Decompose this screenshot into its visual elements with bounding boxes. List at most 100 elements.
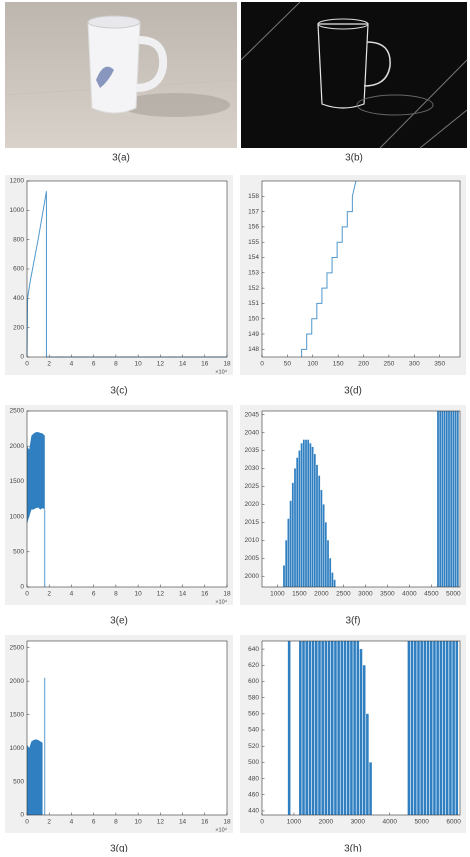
y-tick-label: 800 xyxy=(13,236,24,243)
plot-area xyxy=(262,181,460,357)
bar xyxy=(300,443,303,587)
y-tick-label: 1500 xyxy=(10,711,25,718)
x-tick-label: 2 xyxy=(47,591,51,598)
x-tick-label: 8 xyxy=(114,361,118,368)
y-tick-label: 156 xyxy=(248,224,259,231)
bar xyxy=(436,641,439,815)
y-tick-label: 153 xyxy=(248,270,259,277)
plot-area xyxy=(27,181,227,357)
bar xyxy=(429,641,433,815)
x-tick-label: 3000 xyxy=(358,591,373,598)
x-tick-label: 2 xyxy=(47,819,51,826)
y-tick-label: 149 xyxy=(248,331,259,338)
plot-frame xyxy=(26,180,228,358)
bar xyxy=(287,518,290,587)
x-tick-label: 4 xyxy=(70,361,74,368)
bar xyxy=(420,641,423,815)
x-tick-label: 10 xyxy=(134,591,142,598)
caption: 3(c) xyxy=(110,386,127,397)
plot-area xyxy=(27,641,227,815)
x-tick-label: 18 xyxy=(223,361,231,368)
bar xyxy=(285,540,288,587)
bar xyxy=(287,641,291,815)
x-tick-label: 6000 xyxy=(446,819,461,826)
bar xyxy=(455,641,459,815)
x-tick-label: 10 xyxy=(134,819,142,826)
plot-area xyxy=(262,411,460,587)
plot-frame xyxy=(261,410,461,588)
bar xyxy=(307,439,310,587)
x-tick-label: 1000 xyxy=(270,591,285,598)
bar xyxy=(308,641,312,815)
bar xyxy=(426,641,430,815)
plot-area xyxy=(27,411,227,587)
x-tick-label: 2000 xyxy=(319,819,334,826)
x-tick-label: 300 xyxy=(409,361,420,368)
y-tick-label: 2040 xyxy=(245,429,260,436)
y-tick-label: 560 xyxy=(248,711,259,718)
y-tick-label: 148 xyxy=(248,346,259,353)
x-tick-label: 0 xyxy=(25,819,29,826)
x-tick-label: 1500 xyxy=(292,591,307,598)
bar xyxy=(324,522,327,587)
x-tick-label: 250 xyxy=(383,361,394,368)
bar xyxy=(452,411,455,587)
x-tick-label: 16 xyxy=(201,361,209,368)
plot-frame xyxy=(261,640,461,816)
bar xyxy=(346,641,350,815)
y-tick-label: 1000 xyxy=(10,513,25,520)
bar xyxy=(423,641,427,815)
y-tick-label: 0 xyxy=(20,584,24,591)
bar xyxy=(313,454,316,587)
y-tick-label: 1500 xyxy=(10,478,25,485)
y-tick-label: 540 xyxy=(248,727,259,734)
y-tick-label: 158 xyxy=(248,193,259,200)
bar xyxy=(353,641,356,815)
x-tick-label: 4 xyxy=(70,591,74,598)
bar xyxy=(369,762,372,815)
x-tick-label: 1000 xyxy=(287,819,302,826)
x-tick-label: 0 xyxy=(25,591,29,598)
plot-frame xyxy=(26,640,228,816)
bar xyxy=(433,641,436,815)
y-tick-label: 500 xyxy=(248,759,259,766)
y-tick-label: 460 xyxy=(248,791,259,798)
bar xyxy=(439,641,443,815)
y-tick-label: 620 xyxy=(248,662,259,669)
caption: 3(b) xyxy=(345,153,363,164)
bar xyxy=(316,464,318,587)
x-tick-label: 12 xyxy=(157,819,165,826)
bar xyxy=(283,565,285,587)
bar xyxy=(356,641,360,815)
x-tick-label: 50 xyxy=(284,361,292,368)
bar xyxy=(289,500,292,587)
y-tick-label: 200 xyxy=(13,324,24,331)
bar xyxy=(445,411,448,587)
bar xyxy=(305,641,308,815)
x-tick-label: 12 xyxy=(157,361,165,368)
bar xyxy=(311,446,314,587)
bar xyxy=(449,641,452,815)
x-tick-label: 3500 xyxy=(380,591,395,598)
plot-frame xyxy=(26,410,228,588)
y-tick-label: 2500 xyxy=(10,644,25,651)
x-tick-label: 2000 xyxy=(314,591,329,598)
bar xyxy=(441,411,444,587)
x-tick-label: 8 xyxy=(114,591,118,598)
bar xyxy=(299,641,302,815)
bar xyxy=(324,641,328,815)
caption: 3(g) xyxy=(110,844,128,852)
x-tick-label: 3000 xyxy=(351,819,366,826)
bar xyxy=(359,649,363,815)
x-tick-label: 4000 xyxy=(383,819,398,826)
bar xyxy=(298,450,301,587)
x-tick-label: 6 xyxy=(92,361,96,368)
x-tick-label: 14 xyxy=(179,819,187,826)
bar xyxy=(414,641,417,815)
area xyxy=(27,432,45,524)
bar xyxy=(311,641,315,815)
bar xyxy=(443,411,446,587)
y-tick-label: 150 xyxy=(248,315,259,322)
